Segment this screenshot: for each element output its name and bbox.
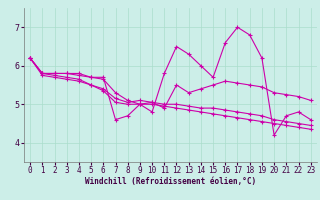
X-axis label: Windchill (Refroidissement éolien,°C): Windchill (Refroidissement éolien,°C): [85, 177, 256, 186]
